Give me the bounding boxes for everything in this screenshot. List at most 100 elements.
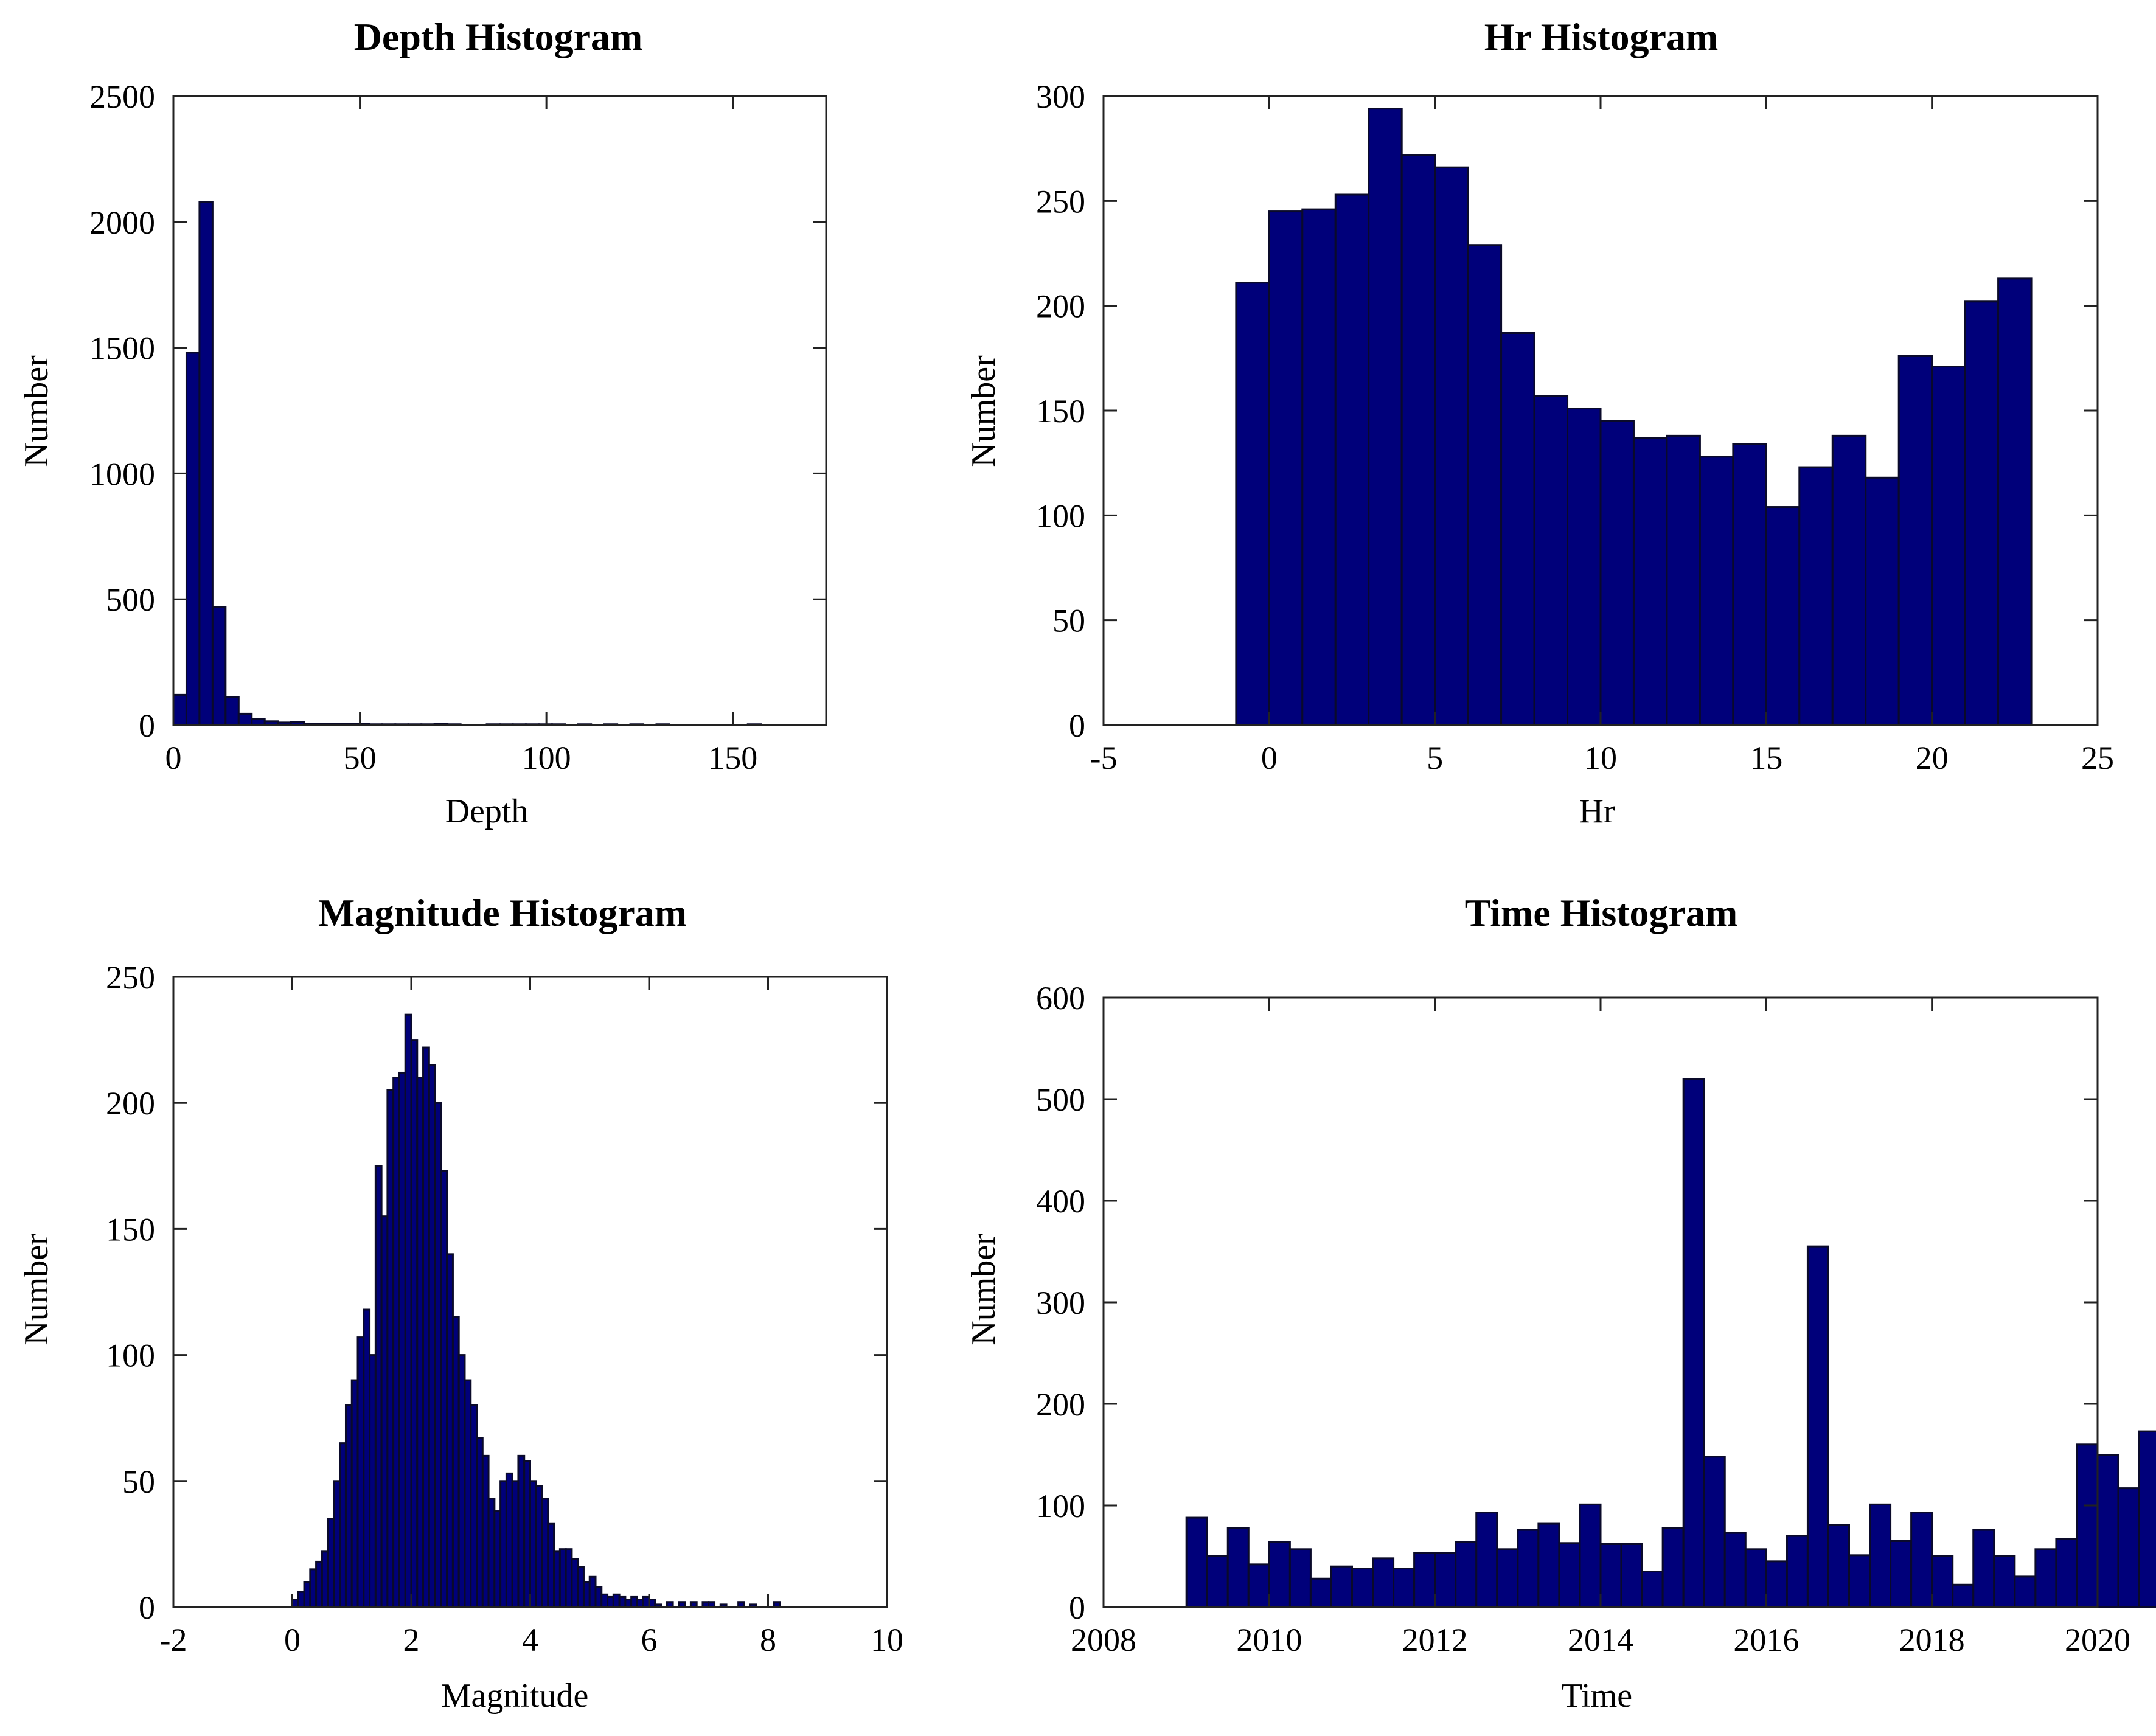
- magnitude-y-tick-label: 250: [106, 959, 155, 996]
- hr-bar: [1865, 476, 1900, 726]
- hr-bar: [1301, 208, 1337, 726]
- depth-histogram-title: Depth Histogram: [354, 15, 643, 58]
- magnitude-y-tick-label: 100: [106, 1338, 155, 1374]
- hr-histogram-xlabel: Hr: [1579, 793, 1615, 830]
- time-bar: [1558, 1542, 1581, 1608]
- time-bar: [1869, 1503, 1892, 1608]
- depth-y-tick-label: 1000: [89, 456, 155, 492]
- hr-histogram-panel: Hr Histogram Hr Number -5 0 5 10 15 20 25 0 50 10…: [943, 0, 2156, 852]
- hr-bar: [1997, 277, 2033, 726]
- time-x-tick-label: 2020: [2065, 1622, 2130, 1658]
- magnitude-y-tick-label: 0: [139, 1589, 155, 1626]
- time-x-tick-label: 2012: [1402, 1622, 1468, 1658]
- magnitude-x-tick-label: 0: [284, 1622, 301, 1658]
- depth-x-tick-label: 0: [165, 740, 182, 776]
- hr-bar: [1931, 366, 1966, 726]
- hr-y-tick-label: 250: [1036, 183, 1085, 220]
- time-bar: [1703, 1456, 1726, 1608]
- magnitude-x-tick-label: 4: [522, 1622, 538, 1658]
- depth-histogram-ylabel: Number: [18, 355, 55, 467]
- time-bar: [2014, 1575, 2037, 1608]
- time-bar: [1682, 1078, 1705, 1608]
- magnitude-histogram-chart: Magnitude Histogram Magnitude Number -2 0…: [18, 891, 903, 1715]
- depth-y-tick-label: 0: [139, 707, 155, 744]
- time-histogram-panel: Time Histogram Time Number 2008 2010 2012 2…: [943, 876, 2156, 1736]
- time-bar: [1890, 1540, 1913, 1608]
- time-y-tick-label: 100: [1036, 1488, 1085, 1524]
- time-y-tick-label: 200: [1036, 1386, 1085, 1423]
- hr-bar: [1235, 282, 1270, 726]
- hr-histogram-chart: Hr Histogram Hr Number -5 0 5 10 15 20 2505010…: [965, 15, 2114, 830]
- hr-y-tick-label: 50: [1052, 603, 1085, 639]
- hr-bar: [1368, 108, 1403, 726]
- time-bar: [1931, 1555, 1954, 1608]
- time-bar: [1661, 1527, 1685, 1608]
- depth-x-tick-label: 100: [522, 740, 571, 776]
- time-bar: [1496, 1548, 1519, 1608]
- magnitude-histogram-title: Magnitude Histogram: [318, 891, 687, 934]
- time-bar: [1910, 1512, 1933, 1608]
- time-bar: [2034, 1548, 2057, 1608]
- time-y-tick-label: 400: [1036, 1183, 1085, 1220]
- time-bar: [1455, 1541, 1478, 1608]
- hr-x-tick-label: 20: [1916, 740, 1949, 776]
- time-histogram-xlabel: Time: [1562, 1677, 1632, 1715]
- time-x-tick-label: 2018: [1899, 1622, 1965, 1658]
- time-bar: [1972, 1529, 1995, 1608]
- depth-y-tick-label: 1500: [89, 330, 155, 367]
- time-bar: [1185, 1516, 1208, 1608]
- time-bar: [1372, 1557, 1395, 1608]
- depth-histogram-panel: Depth Histogram Depth Number 0 50 100 150 0 5…: [0, 0, 1059, 852]
- hr-bar: [1732, 443, 1767, 726]
- time-bar: [1351, 1568, 1374, 1608]
- time-histogram-title: Time Histogram: [1465, 891, 1738, 934]
- time-bar: [1475, 1512, 1498, 1608]
- hr-bar: [1765, 506, 1801, 726]
- magnitude-histogram-ylabel: Number: [18, 1234, 55, 1345]
- time-bar: [1247, 1563, 1270, 1608]
- time-bar: [1579, 1503, 1602, 1608]
- time-bar: [1806, 1245, 1829, 1608]
- hr-bar: [1798, 466, 1834, 726]
- time-bar: [1393, 1568, 1416, 1608]
- time-bar: [2138, 1430, 2156, 1608]
- hr-x-tick-label: 5: [1427, 740, 1443, 776]
- hr-x-tick-label: -5: [1090, 740, 1118, 776]
- time-y-tick-label: 300: [1036, 1285, 1085, 1321]
- time-bar: [1744, 1548, 1767, 1608]
- depth-plot-frame: [172, 95, 827, 726]
- time-x-tick-label: 2010: [1236, 1622, 1302, 1658]
- time-bar: [1517, 1529, 1540, 1608]
- time-bar: [1952, 1583, 1975, 1608]
- depth-bar: [224, 696, 240, 726]
- hr-x-tick-label: 0: [1261, 740, 1278, 776]
- hr-bar: [1434, 166, 1469, 726]
- time-bar: [1330, 1565, 1354, 1608]
- magnitude-x-tick-label: 2: [403, 1622, 420, 1658]
- hr-y-tick-label: 100: [1036, 498, 1085, 534]
- hr-x-tick-label: 10: [1584, 740, 1617, 776]
- time-bar: [2096, 1454, 2119, 1608]
- time-bar: [2117, 1487, 2140, 1608]
- depth-bar: [198, 201, 214, 726]
- magnitude-x-tick-label: -2: [160, 1622, 187, 1658]
- time-x-tick-label: 2008: [1071, 1622, 1136, 1658]
- hr-bar: [1699, 456, 1734, 726]
- hr-y-tick-label: 150: [1036, 393, 1085, 429]
- depth-x-tick-label: 50: [344, 740, 377, 776]
- hr-y-tick-label: 300: [1036, 78, 1085, 115]
- magnitude-y-tick-label: 150: [106, 1211, 155, 1248]
- time-bar: [1268, 1541, 1291, 1608]
- magnitude-x-tick-label: 10: [871, 1622, 903, 1658]
- depth-bar: [185, 352, 201, 726]
- hr-y-tick-label: 0: [1069, 707, 1085, 744]
- depth-histogram-chart: Depth Histogram Depth Number 0 50 100 15005…: [18, 15, 827, 830]
- time-y-tick-label: 600: [1036, 980, 1085, 1016]
- depth-y-tick-label: 2500: [89, 78, 155, 115]
- time-bar: [1641, 1571, 1664, 1608]
- time-bar: [1413, 1552, 1436, 1608]
- hr-y-tick-label: 200: [1036, 288, 1085, 325]
- time-bar: [1723, 1532, 1747, 1608]
- time-bar: [2055, 1538, 2078, 1608]
- hr-bar: [1831, 434, 1867, 726]
